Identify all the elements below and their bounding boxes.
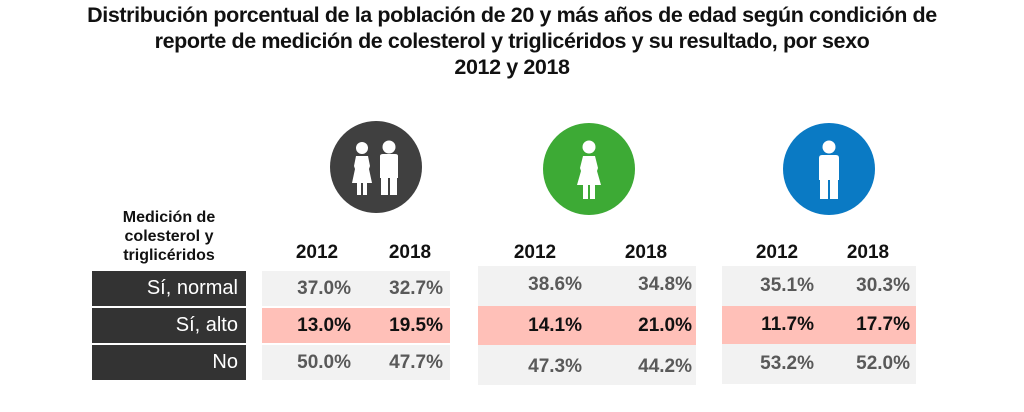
value-cell: 38.6% [528,274,582,295]
table-row: 38.6% 34.8% [478,266,696,306]
row-label-no: No [92,345,246,380]
table-hombres: 35.1% 30.3% 11.7% 17.7% 53.2% 52.0% [722,266,916,384]
table-row: 14.1% 21.0% [478,306,696,345]
value-cell: 50.0% [297,352,351,373]
man-and-woman-icon [330,121,422,213]
table-row: 37.0% 32.7% [262,271,450,306]
table-row: 13.0% 19.5% [262,308,450,343]
row-labels: Sí, normal Sí, alto No [92,271,246,382]
table-row: 53.2% 52.0% [722,344,916,384]
value-cell: 13.0% [297,315,351,336]
man-icon [783,123,875,215]
year-header: 2012 [513,242,557,263]
table-mujeres: 38.6% 34.8% 14.1% 21.0% 47.3% 44.2% [478,266,696,385]
chart-title: Distribución porcentual de la población … [0,2,1024,80]
value-cell: 34.8% [638,274,692,295]
table-row: 35.1% 30.3% [722,266,916,306]
woman-icon [543,123,635,215]
year-header: 2012 [755,242,799,263]
value-cell: 47.3% [528,356,582,377]
value-cell: 14.1% [528,315,582,336]
value-cell: 11.7% [761,314,814,335]
year-header: 2012 [295,242,339,263]
title-line-3: 2012 y 2018 [454,55,570,79]
value-cell: 30.3% [856,275,910,296]
year-header: 2018 [388,242,432,263]
row-label-si-normal: Sí, normal [92,271,246,306]
value-cell: 19.5% [389,315,443,336]
value-cell: 37.0% [297,278,351,299]
value-cell: 44.2% [638,356,692,377]
value-cell: 21.0% [638,315,692,336]
year-header: 2018 [846,242,890,263]
value-cell: 17.7% [856,314,910,335]
value-cell: 53.2% [760,353,814,374]
row-header-title: Medición de colesterol y triglicéridos [122,209,216,264]
title-line-2: reporte de medición de colesterol y trig… [154,29,870,53]
table-total: 37.0% 32.7% 13.0% 19.5% 50.0% 47.7% [262,271,450,380]
table-row: 11.7% 17.7% [722,306,916,344]
value-cell: 52.0% [856,353,910,374]
title-line-1: Distribución porcentual de la población … [87,3,937,27]
table-row: 47.3% 44.2% [478,345,696,385]
row-label-si-alto: Sí, alto [92,308,246,343]
value-cell: 47.7% [389,352,443,373]
table-row: 50.0% 47.7% [262,345,450,380]
year-header: 2018 [624,242,668,263]
value-cell: 35.1% [760,275,814,296]
value-cell: 32.7% [389,278,443,299]
